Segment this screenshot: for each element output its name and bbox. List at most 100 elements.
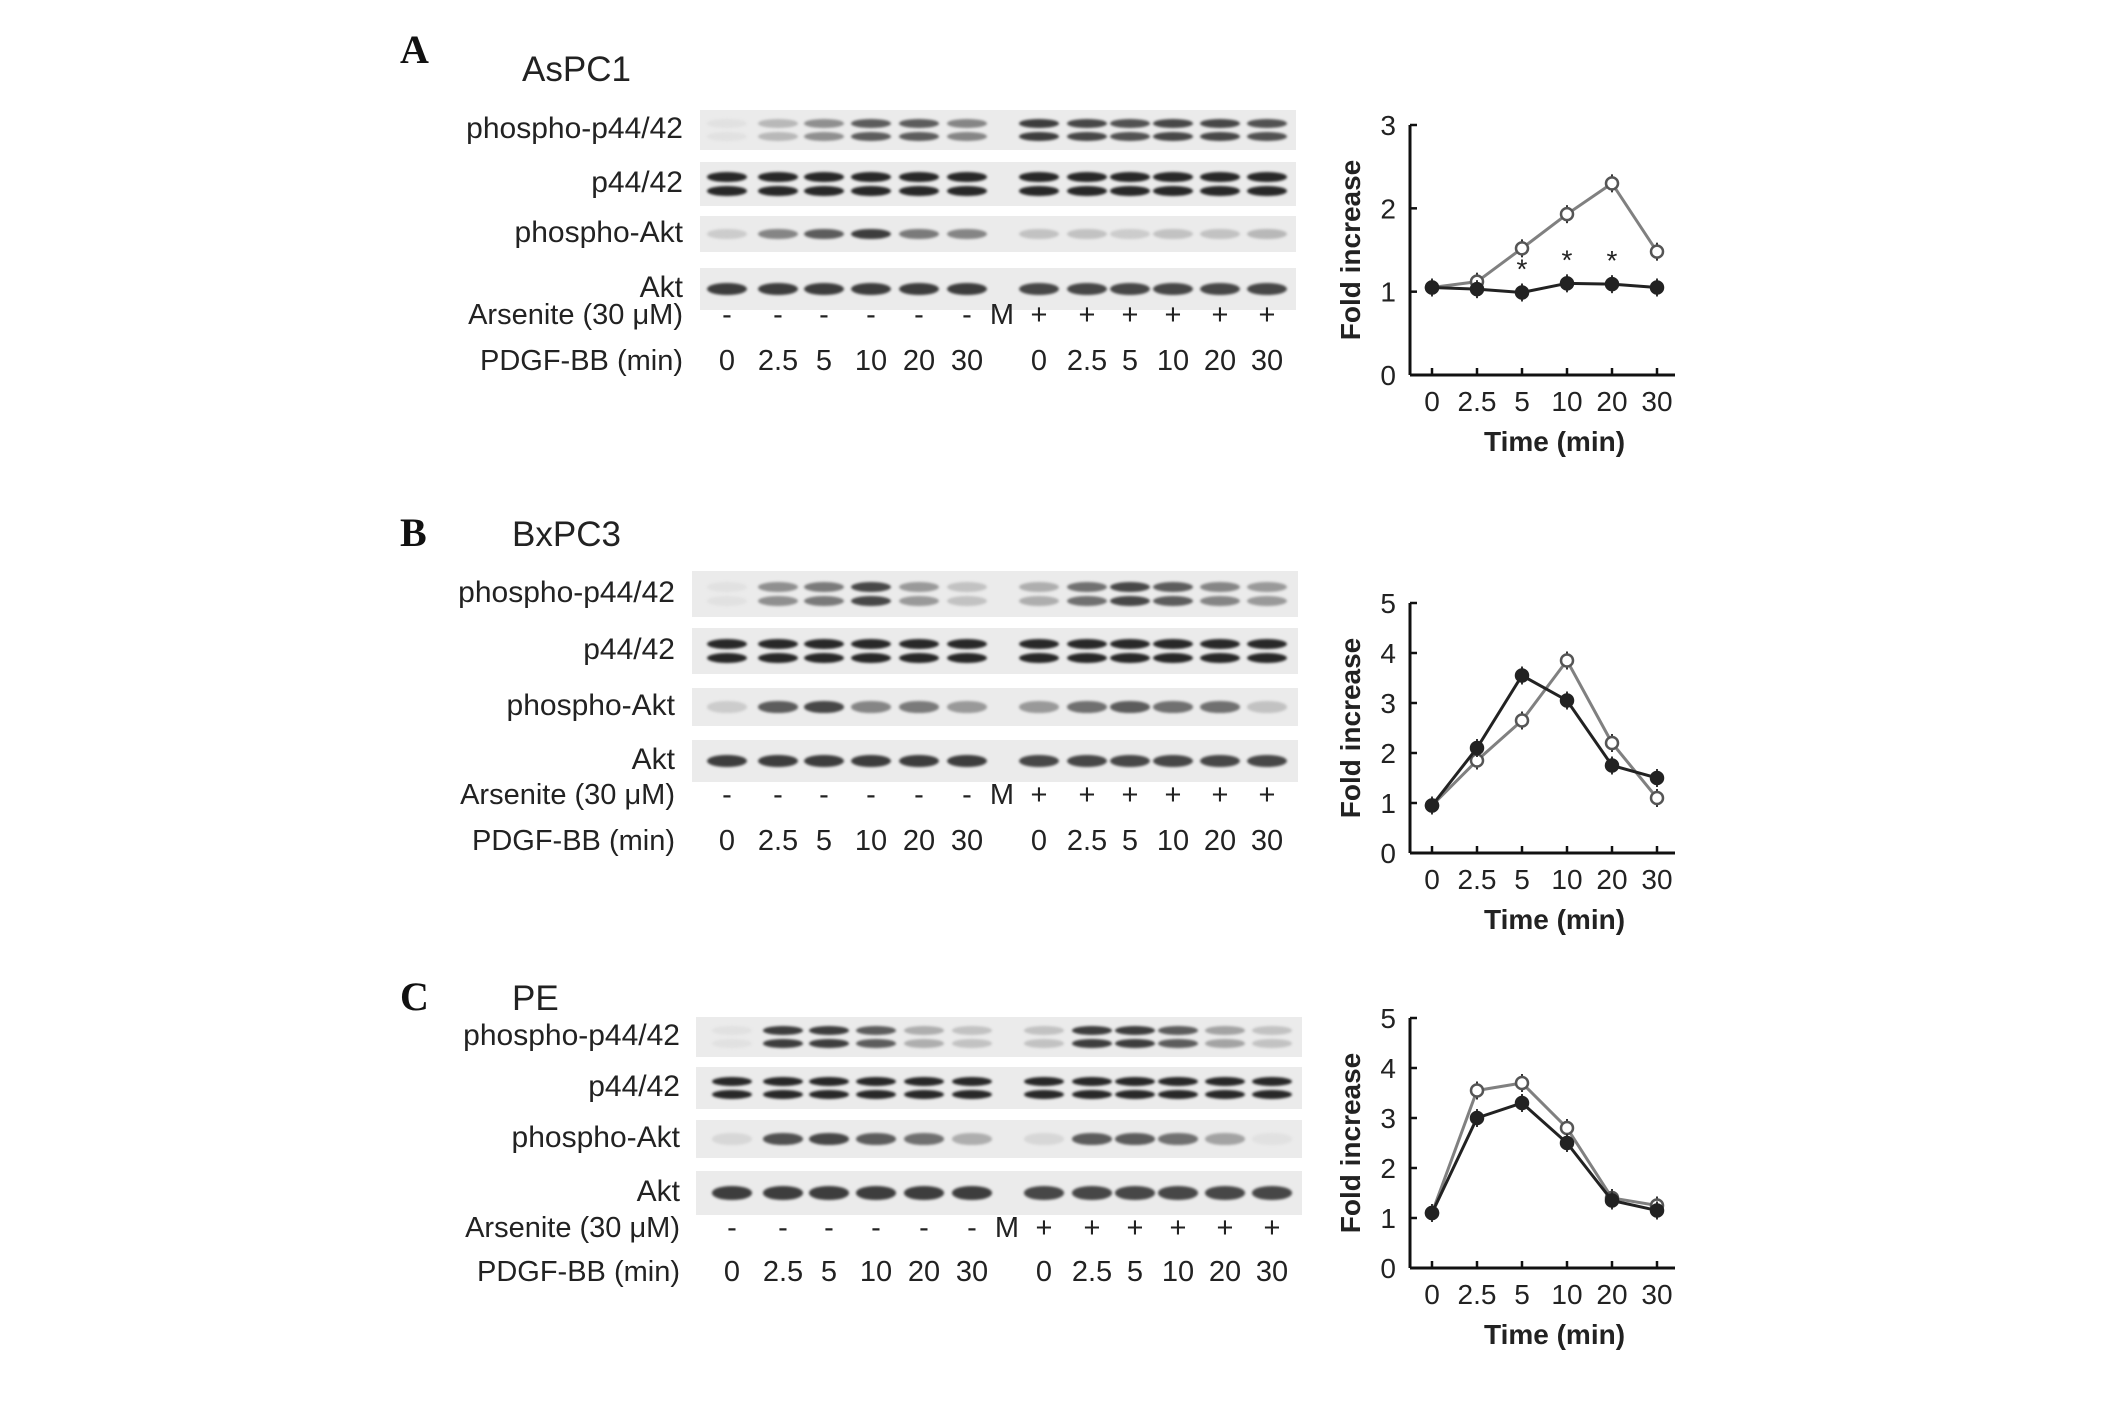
arsenite-lane-mark: + (1211, 779, 1229, 811)
blot-band (1115, 1186, 1155, 1200)
blot-band (1110, 596, 1150, 607)
data-point-filled (1469, 740, 1485, 756)
blot-band (851, 754, 891, 768)
blot-band (804, 754, 844, 768)
blot-strip (700, 216, 1296, 252)
arsenite-lane-mark: - (967, 1212, 977, 1244)
pdgf-row-label: PDGF-BB (min) (480, 345, 683, 377)
pdgf-lane-time: 5 (815, 345, 833, 377)
arsenite-lane-mark: + (1258, 299, 1276, 331)
x-tick-label: 30 (1641, 1279, 1672, 1310)
blot-band (1019, 754, 1059, 768)
blot-band (1252, 1186, 1292, 1200)
blot-band (952, 1026, 992, 1035)
blot-strip (696, 1067, 1302, 1109)
blot-band (707, 701, 747, 713)
arsenite-lane-mark: M (994, 1212, 1020, 1244)
significance-marker: * (1562, 244, 1573, 275)
blot-band (707, 581, 747, 592)
pdgf-row-label: PDGF-BB (min) (472, 825, 675, 857)
x-axis-label: Time (min) (1484, 426, 1625, 457)
blot-band (1019, 653, 1059, 664)
blot-band (947, 581, 987, 592)
x-tick-label: 20 (1596, 864, 1627, 895)
blot-band (856, 1076, 896, 1086)
blot-band (1247, 581, 1287, 592)
blot-label: p44/42 (583, 633, 675, 666)
blot-band (899, 581, 939, 592)
y-tick-label: 2 (1380, 738, 1396, 769)
blot-band (1067, 638, 1107, 649)
y-tick-label: 4 (1380, 1053, 1396, 1084)
blot-band (904, 1186, 944, 1200)
blot-band (1200, 186, 1240, 196)
x-tick-label: 2.5 (1458, 864, 1497, 895)
pdgf-lane-time: 10 (1161, 1256, 1195, 1288)
blot-band (1252, 1026, 1292, 1035)
blot-strip (692, 688, 1298, 726)
blot-strip (692, 740, 1298, 782)
blot-band (1110, 653, 1150, 664)
blot-band (1252, 1076, 1292, 1086)
blot-label: phospho-p44/42 (466, 112, 683, 145)
blot-band (1019, 596, 1059, 607)
x-tick-label: 10 (1551, 1279, 1582, 1310)
pdgf-lane-time: 20 (1203, 345, 1237, 377)
blot-band (1110, 186, 1150, 196)
arsenite-lane-mark: - (824, 1212, 834, 1244)
x-tick-label: 10 (1551, 386, 1582, 417)
blot-band (851, 228, 891, 240)
arsenite-lane-mark: - (778, 1212, 788, 1244)
data-point-filled (1649, 1203, 1665, 1218)
blot-band (1200, 638, 1240, 649)
blot-band (1072, 1133, 1112, 1145)
panel-letter: B (400, 510, 427, 555)
blot-band (899, 701, 939, 713)
arsenite-lane-mark: + (1083, 1212, 1101, 1244)
blot-band (758, 701, 798, 713)
arsenite-lane-mark: + (1258, 779, 1276, 811)
blot-band (1158, 1026, 1198, 1035)
arsenite-lane-mark: - (819, 779, 829, 811)
blot-band (809, 1186, 849, 1200)
blot-band (1024, 1026, 1064, 1035)
blot-band (1115, 1090, 1155, 1100)
data-point-open (1559, 653, 1575, 668)
arsenite-lane-mark: + (1164, 299, 1182, 331)
blot-band (947, 132, 987, 141)
blot-band (763, 1090, 803, 1100)
arsenite-lane-mark: + (1126, 1212, 1144, 1244)
blot-band (1205, 1090, 1245, 1100)
y-tick-label: 2 (1380, 1153, 1396, 1184)
blot-band (1019, 172, 1059, 182)
pdgf-lane-time: 20 (902, 825, 936, 857)
blot-band (899, 228, 939, 240)
blot-band (758, 653, 798, 664)
arsenite-lane-mark: + (1035, 1212, 1053, 1244)
pdgf-lane-time: 2.5 (762, 1256, 804, 1288)
blot-band (899, 653, 939, 664)
data-point-filled (1514, 668, 1530, 683)
data-point-filled (1559, 693, 1575, 708)
blot-band (1247, 701, 1287, 713)
data-point-filled (1514, 1095, 1530, 1111)
chart-svg: 0 1 2 3 4 5 0 2.5 5 10 20 30 Time (min) Fold increase (1335, 588, 1675, 935)
blot-band (1200, 653, 1240, 664)
blot-band (758, 754, 798, 768)
pdgf-lane-time: 30 (950, 825, 984, 857)
blot-band (1158, 1039, 1198, 1048)
arsenite-row-label: Arsenite (30 μM) (460, 779, 675, 811)
blot-band (1072, 1026, 1112, 1035)
blot-band (1200, 172, 1240, 182)
data-point-filled (1424, 798, 1440, 813)
blot-band (1019, 581, 1059, 592)
y-axis-label: Fold increase (1335, 638, 1366, 819)
pdgf-lane-time: 2.5 (1071, 1256, 1113, 1288)
blot-label: p44/42 (588, 1070, 680, 1103)
blot-band (947, 701, 987, 713)
blot-band (952, 1133, 992, 1145)
blot-band (1067, 119, 1107, 128)
blot-band (851, 172, 891, 182)
blot-band (804, 596, 844, 607)
